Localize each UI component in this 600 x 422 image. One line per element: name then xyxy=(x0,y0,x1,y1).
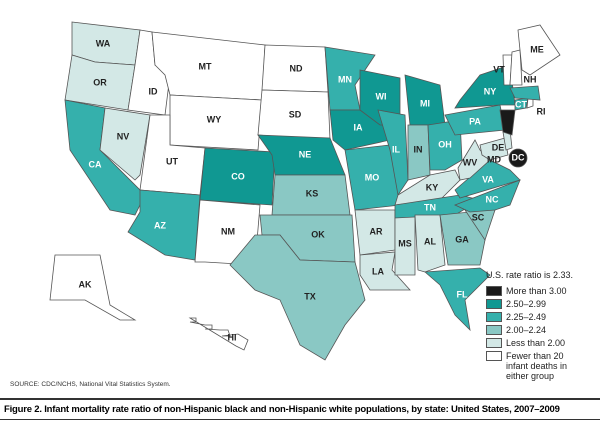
state-label: KS xyxy=(306,188,319,198)
legend-swatch xyxy=(486,338,502,348)
state-label: OR xyxy=(93,77,107,87)
state-label: NH xyxy=(524,74,537,84)
state-label: GA xyxy=(455,234,469,244)
caption: Figure 2. Infant mortality rate ratio of… xyxy=(0,398,600,420)
state-label: NY xyxy=(484,86,497,96)
state-label: OK xyxy=(311,229,325,239)
state xyxy=(517,24,561,76)
state xyxy=(499,109,516,136)
legend-label: Less than 2.00 xyxy=(506,338,566,348)
legend-item: 2.25–2.49 xyxy=(486,312,596,322)
state xyxy=(49,254,137,321)
state-label: CT xyxy=(515,99,527,109)
state-label: MI xyxy=(420,98,430,108)
state-label: NJ xyxy=(515,120,527,130)
legend-item: Fewer than 20 infant deaths in either gr… xyxy=(486,351,596,381)
state xyxy=(439,211,486,266)
legend-note: U.S. rate ratio is 2.33. xyxy=(486,270,574,280)
legend-item: 2.50–2.99 xyxy=(486,299,596,309)
state-label: MD xyxy=(487,154,501,164)
state-label: IL xyxy=(392,144,401,154)
state xyxy=(508,148,528,168)
state xyxy=(188,317,249,351)
source: SOURCE: CDC/NCHS, National Vital Statist… xyxy=(10,381,171,388)
state-label: DE xyxy=(492,142,505,152)
state-label: TX xyxy=(304,291,316,301)
state-label: UT xyxy=(166,156,178,166)
state-label: ID xyxy=(149,86,159,96)
state-label: AL xyxy=(424,236,436,246)
state-label: MS xyxy=(398,238,412,248)
legend-swatch xyxy=(486,286,502,296)
state-label: CA xyxy=(89,159,102,169)
legend-item: 2.00–2.24 xyxy=(486,325,596,335)
state-label: SC xyxy=(472,212,485,222)
state xyxy=(377,109,409,197)
state-label: LA xyxy=(372,266,384,276)
state xyxy=(199,147,276,206)
state-label: PA xyxy=(469,116,481,126)
state-label: FL xyxy=(457,289,468,299)
legend-swatch xyxy=(486,325,502,335)
state xyxy=(324,46,376,111)
state-label: MN xyxy=(338,74,352,84)
state-label: WV xyxy=(463,157,478,167)
legend-item: More than 3.00 xyxy=(486,286,596,296)
legend-label: 2.00–2.24 xyxy=(506,325,547,335)
legend-swatch xyxy=(486,351,502,361)
state-label: NV xyxy=(117,131,130,141)
state-label: WA xyxy=(96,38,111,48)
state-label: HI xyxy=(228,332,237,342)
state-label: TN xyxy=(424,202,436,212)
state xyxy=(424,267,491,332)
state xyxy=(479,137,509,161)
legend-label: Fewer than 20 infant deaths in either gr… xyxy=(506,351,568,381)
legend-label: 2.50–2.99 xyxy=(506,299,547,309)
legend-swatch xyxy=(486,312,502,322)
state xyxy=(414,214,446,273)
state-label: IA xyxy=(354,122,364,132)
state-label: SD xyxy=(289,109,302,119)
state xyxy=(453,179,521,213)
state-label: ND xyxy=(290,63,303,73)
state-label: WY xyxy=(207,114,222,124)
legend-swatch xyxy=(486,299,502,309)
state-label: OH xyxy=(438,139,452,149)
state-label: DC xyxy=(512,152,525,162)
state-label: WI xyxy=(376,91,387,101)
state-label: IN xyxy=(414,144,423,154)
state-label: VT xyxy=(493,64,505,74)
legend: U.S. rate ratio is 2.33. More than 3.00 2… xyxy=(486,270,596,384)
state-label: AK xyxy=(79,279,92,289)
state-label: NE xyxy=(299,149,312,159)
state-label: RI xyxy=(537,106,546,116)
us-map: WA OR CA NV ID MT WY UT AZ CO NM ND SD NE KS OK TX MN IA MO… xyxy=(49,21,561,361)
state-label: MT xyxy=(199,61,212,71)
state-label: VA xyxy=(482,174,494,184)
state-label: MA xyxy=(543,84,557,94)
state-label: KY xyxy=(426,182,439,192)
state xyxy=(99,107,151,181)
state-label: CO xyxy=(231,171,245,181)
state-label: ME xyxy=(530,44,544,54)
legend-label: 2.25–2.49 xyxy=(506,312,547,322)
state xyxy=(509,85,541,101)
state-label: AR xyxy=(370,226,383,236)
state xyxy=(509,49,523,86)
state xyxy=(344,144,401,211)
state-label: MO xyxy=(365,172,380,182)
state-label: NC xyxy=(486,194,499,204)
state xyxy=(229,234,366,361)
state-label: NM xyxy=(221,226,235,236)
state-label: AZ xyxy=(154,220,166,230)
legend-item: Less than 2.00 xyxy=(486,338,596,348)
legend-label: More than 3.00 xyxy=(506,286,567,296)
state xyxy=(127,189,201,261)
